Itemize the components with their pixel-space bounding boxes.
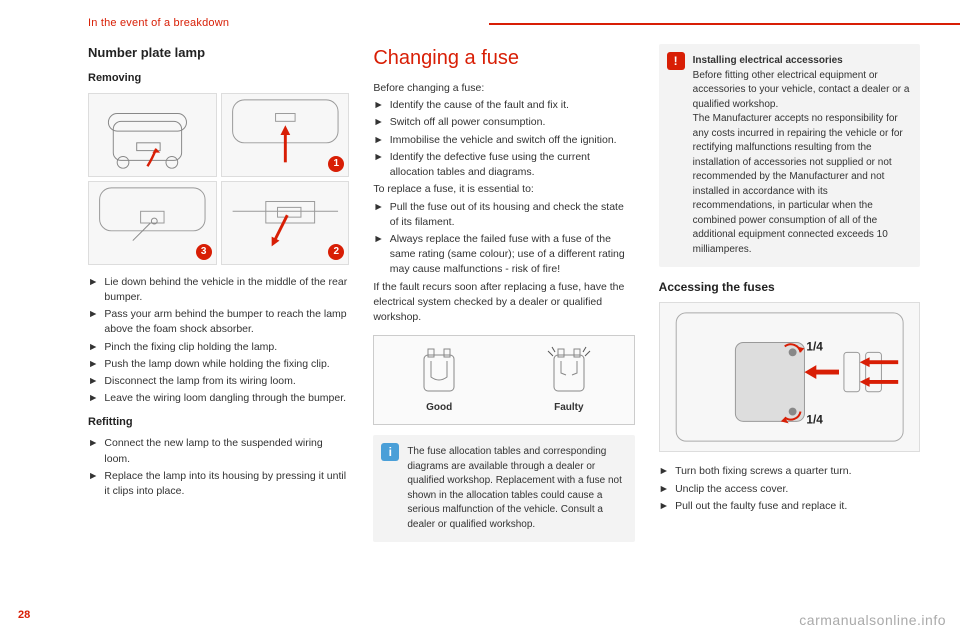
- warning-icon: !: [667, 52, 685, 70]
- bullet-arrow-icon: ►: [373, 150, 383, 180]
- step-text: Unclip the access cover.: [675, 482, 788, 497]
- fuse-pre-step: ►Identify the defective fuse using the c…: [373, 150, 634, 180]
- bullet-arrow-icon: ►: [88, 357, 98, 372]
- info-callout: i The fuse allocation tables and corresp…: [373, 435, 634, 542]
- info-callout-text: The fuse allocation tables and correspon…: [407, 446, 622, 530]
- fuse-pre-step: ► Switch off all power consumption.: [373, 115, 634, 130]
- plate-lamp-title: Number plate lamp: [88, 44, 349, 63]
- fuse-pre-step: ► Immobilise the vehicle and switch off t…: [373, 133, 634, 148]
- step-text: Immobilise the vehicle and switch off th…: [390, 133, 617, 148]
- accessing-fuses-title: Accessing the fuses: [659, 279, 920, 296]
- replace-intro: To replace a fuse, it is essential to:: [373, 182, 634, 197]
- column-1: Number plate lamp Removing: [88, 44, 349, 600]
- column-2: Changing a fuse Before changing a fuse: …: [373, 44, 634, 600]
- removing-step: ► Push the lamp down while holding the fi…: [88, 357, 349, 372]
- removing-step: ►Pass your arm behind the bumper to reac…: [88, 307, 349, 337]
- access-step: ► Pull out the faulty fuse and replace it…: [659, 499, 920, 514]
- step-text: Identify the defective fuse using the cu…: [390, 150, 635, 180]
- step-text: Always replace the failed fuse with a fu…: [390, 232, 635, 278]
- changing-fuse-title: Changing a fuse: [373, 44, 634, 73]
- refitting-title: Refitting: [88, 415, 349, 431]
- removing-title: Removing: [88, 71, 349, 87]
- fuse-good: Good: [374, 336, 504, 424]
- step-text: Push the lamp down while holding the fix…: [104, 357, 329, 372]
- accessing-fuses-image: 1/4 1/4: [659, 302, 920, 452]
- removing-image-car-rear: [88, 93, 217, 177]
- fuse-pre-step: ► Identify the cause of the fault and fix…: [373, 98, 634, 113]
- step-text: Disconnect the lamp from its wiring loom…: [104, 374, 295, 389]
- bullet-arrow-icon: ►: [659, 499, 669, 514]
- quarter-turn-label-top: 1/4: [806, 340, 823, 354]
- step-text: Pinch the fixing clip holding the lamp.: [104, 340, 277, 355]
- step-text: Replace the lamp into its housing by pre…: [104, 469, 349, 499]
- fuse-replace-step: ►Pull the fuse out of its housing and ch…: [373, 200, 634, 230]
- fuse-faulty: Faulty: [504, 336, 634, 424]
- access-step: ► Turn both fixing screws a quarter turn.: [659, 464, 920, 479]
- header-title: In the event of a breakdown: [88, 16, 229, 32]
- bullet-arrow-icon: ►: [373, 98, 383, 113]
- removing-image-step-1: 1: [221, 93, 350, 177]
- fuse-comparison: Good Faulty: [373, 335, 634, 425]
- step-text: Identify the cause of the fault and fix …: [390, 98, 569, 113]
- warning-body: Before fitting other electrical equipmen…: [693, 70, 910, 255]
- header-rule: [489, 23, 960, 25]
- warning-title: Installing electrical accessories: [693, 55, 843, 66]
- step-text: Pull out the faulty fuse and replace it.: [675, 499, 847, 514]
- bullet-arrow-icon: ►: [373, 115, 383, 130]
- refitting-step: ►Connect the new lamp to the suspended w…: [88, 436, 349, 466]
- step-badge-2: 2: [328, 244, 344, 260]
- removing-step: ► Pinch the fixing clip holding the lamp.: [88, 340, 349, 355]
- bullet-arrow-icon: ►: [373, 200, 383, 230]
- bullet-arrow-icon: ►: [88, 374, 98, 389]
- bullet-arrow-icon: ►: [659, 482, 669, 497]
- page-header: In the event of a breakdown: [88, 16, 960, 32]
- fuse-good-label: Good: [426, 401, 452, 416]
- fuse-tail: If the fault recurs soon after replacing…: [373, 280, 634, 326]
- fuse-intro: Before changing a fuse:: [373, 81, 634, 96]
- bullet-arrow-icon: ►: [88, 391, 98, 406]
- removing-image-step-3: 3: [88, 181, 217, 265]
- removing-image-grid: 1 3 2: [88, 93, 349, 265]
- removing-step: ►Lie down behind the vehicle in the midd…: [88, 275, 349, 305]
- bullet-arrow-icon: ►: [373, 232, 383, 278]
- step-text: Pull the fuse out of its housing and che…: [390, 200, 635, 230]
- content-columns: Number plate lamp Removing: [88, 44, 920, 600]
- removing-step: ► Disconnect the lamp from its wiring loo…: [88, 374, 349, 389]
- column-3: ! Installing electrical accessories Befo…: [659, 44, 920, 600]
- refitting-step: ►Replace the lamp into its housing by pr…: [88, 469, 349, 499]
- page-number: 28: [18, 608, 30, 624]
- quarter-turn-label-bottom: 1/4: [806, 413, 823, 427]
- bullet-arrow-icon: ►: [88, 436, 98, 466]
- removing-image-step-2: 2: [221, 181, 350, 265]
- info-icon: i: [381, 443, 399, 461]
- step-text: Leave the wiring loom dangling through t…: [104, 391, 346, 406]
- step-text: Lie down behind the vehicle in the middl…: [104, 275, 349, 305]
- bullet-arrow-icon: ►: [659, 464, 669, 479]
- removing-step: ► Leave the wiring loom dangling through …: [88, 391, 349, 406]
- bullet-arrow-icon: ►: [88, 469, 98, 499]
- step-badge-1: 1: [328, 156, 344, 172]
- fuse-replace-step: ►Always replace the failed fuse with a f…: [373, 232, 634, 278]
- access-step: ► Unclip the access cover.: [659, 482, 920, 497]
- warning-callout: ! Installing electrical accessories Befo…: [659, 44, 920, 267]
- step-text: Switch off all power consumption.: [390, 115, 546, 130]
- step-text: Connect the new lamp to the suspended wi…: [104, 436, 349, 466]
- step-badge-3: 3: [196, 244, 212, 260]
- bullet-arrow-icon: ►: [88, 340, 98, 355]
- bullet-arrow-icon: ►: [88, 275, 98, 305]
- watermark: carmanualsonline.info: [799, 610, 946, 630]
- fuse-faulty-label: Faulty: [554, 401, 583, 416]
- bullet-arrow-icon: ►: [373, 133, 383, 148]
- step-text: Turn both fixing screws a quarter turn.: [675, 464, 851, 479]
- step-text: Pass your arm behind the bumper to reach…: [104, 307, 349, 337]
- bullet-arrow-icon: ►: [88, 307, 98, 337]
